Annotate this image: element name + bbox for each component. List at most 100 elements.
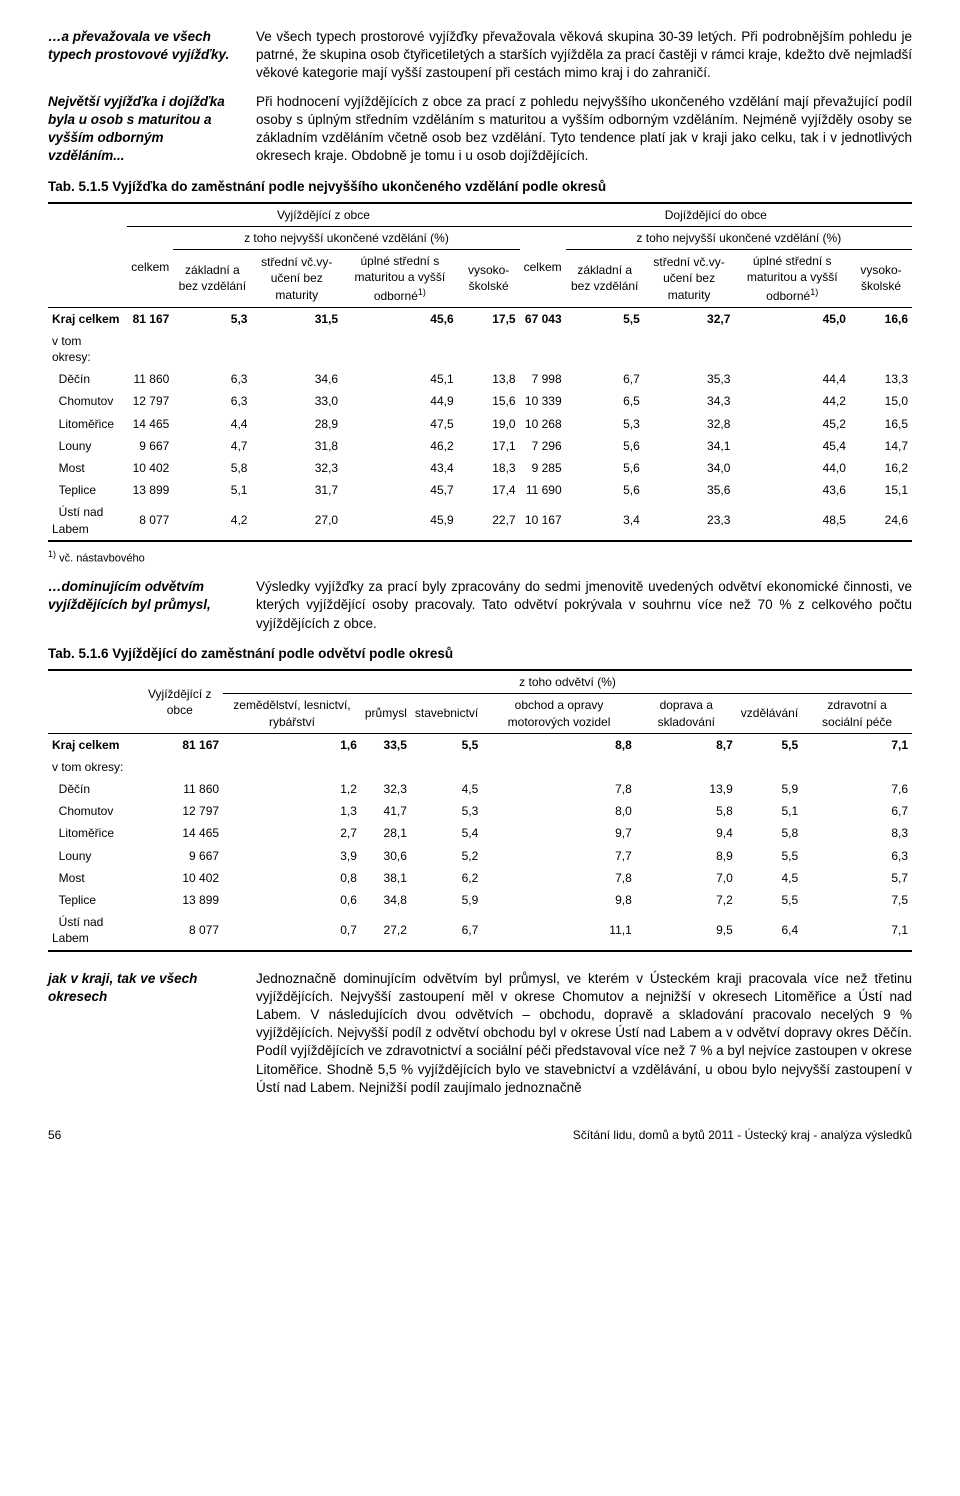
cell: 5,5	[737, 845, 802, 867]
cell	[644, 330, 735, 368]
paragraph-1: Ve všech typech prostorové vyjížďky přev…	[256, 28, 912, 83]
cell: 8,8	[482, 733, 636, 756]
cell: 5,9	[411, 889, 482, 911]
table-515: Vyjíždějící z obce Dojíždějící do obce c…	[48, 202, 912, 542]
cell	[127, 330, 173, 368]
cell: 7,1	[802, 911, 912, 950]
cell: 7,8	[482, 778, 636, 800]
cell: 5,1	[173, 479, 251, 501]
cell	[566, 330, 644, 368]
cell	[173, 330, 251, 368]
cell: 33,0	[251, 390, 342, 412]
cell: 7,6	[802, 778, 912, 800]
th-group-in: Dojíždějící do obce	[520, 203, 912, 227]
th-stav: stavebnictví	[411, 694, 482, 733]
cell: 34,8	[361, 889, 411, 911]
row-label: Chomutov	[48, 390, 127, 412]
cell	[636, 756, 737, 778]
table-516-title: Tab. 5.1.6 Vyjíždějící do zaměstnání pod…	[48, 645, 912, 663]
cell: 34,3	[644, 390, 735, 412]
cell: 10 339	[520, 390, 566, 412]
cell: 6,3	[173, 390, 251, 412]
cell: 45,4	[734, 435, 850, 457]
cell	[458, 330, 520, 368]
cell	[411, 756, 482, 778]
cell: 13,8	[458, 368, 520, 390]
cell: 6,5	[566, 390, 644, 412]
cell: 33,5	[361, 733, 411, 756]
cell: 10 402	[136, 867, 223, 889]
cell: 7,2	[636, 889, 737, 911]
cell: 1,6	[223, 733, 361, 756]
th-celkem-2: celkem	[520, 226, 566, 307]
cell: 5,8	[737, 822, 802, 844]
cell: 11 860	[136, 778, 223, 800]
th-dopr: doprava a skladování	[636, 694, 737, 733]
cell: 5,3	[566, 413, 644, 435]
cell: 34,1	[644, 435, 735, 457]
cell: 28,1	[361, 822, 411, 844]
cell: 5,8	[636, 800, 737, 822]
cell: 41,7	[361, 800, 411, 822]
cell: 47,5	[342, 413, 458, 435]
cell: 14,7	[850, 435, 912, 457]
cell: 31,5	[251, 307, 342, 330]
cell: 5,7	[802, 867, 912, 889]
cell: 5,3	[173, 307, 251, 330]
cell: 6,2	[411, 867, 482, 889]
th-sub-1: z toho nejvyšší ukončené vzdělání (%)	[173, 226, 519, 249]
cell: 0,6	[223, 889, 361, 911]
th-upl-2: úplné střední s maturitou a vyšší odborn…	[734, 250, 850, 308]
cell: 8 077	[127, 501, 173, 540]
row-label: Děčín	[48, 778, 136, 800]
cell: 17,5	[458, 307, 520, 330]
cell: 3,9	[223, 845, 361, 867]
cell: 31,8	[251, 435, 342, 457]
cell: 5,8	[173, 457, 251, 479]
cell	[734, 330, 850, 368]
th-str-1: střední vč.vy-učení bez maturity	[251, 250, 342, 308]
cell: 5,3	[411, 800, 482, 822]
cell: 0,7	[223, 911, 361, 950]
side-note-1: …a převažovala ve všech typech prostovov…	[48, 28, 238, 83]
cell: 6,7	[566, 368, 644, 390]
th-zem: zemědělství, lesnictví, rybářství	[223, 694, 361, 733]
cell: 24,6	[850, 501, 912, 540]
cell: 28,9	[251, 413, 342, 435]
side-note-2: Největší vyjížďka i dojížďka byla u osob…	[48, 93, 238, 166]
cell: 35,6	[644, 479, 735, 501]
cell: 13,3	[850, 368, 912, 390]
cell: 10 167	[520, 501, 566, 540]
cell: 18,3	[458, 457, 520, 479]
row-label: Most	[48, 457, 127, 479]
row-label: v tom okresy:	[48, 756, 136, 778]
cell: 7 998	[520, 368, 566, 390]
cell: 15,1	[850, 479, 912, 501]
paragraph-4: Jednoznačně dominujícím odvětvím byl prů…	[256, 970, 912, 1098]
cell: 45,6	[342, 307, 458, 330]
side-note-4: jak v kraji, tak ve všech okresech	[48, 970, 238, 1098]
cell: 44,2	[734, 390, 850, 412]
th-group-out: Vyjíždějící z obce	[127, 203, 519, 227]
cell: 44,9	[342, 390, 458, 412]
table-516: Vyjíždějící z obce z toho odvětví (%) ze…	[48, 669, 912, 951]
th-vys-2: vysoko-školské	[850, 250, 912, 308]
th-headgroup: z toho odvětví (%)	[223, 670, 912, 694]
table-515-title: Tab. 5.1.5 Vyjížďka do zaměstnání podle …	[48, 178, 912, 196]
cell: 8,3	[802, 822, 912, 844]
cell: 14 465	[127, 413, 173, 435]
cell: 6,3	[802, 845, 912, 867]
cell	[136, 756, 223, 778]
cell: 9,7	[482, 822, 636, 844]
cell: 4,5	[411, 778, 482, 800]
cell: 8,7	[636, 733, 737, 756]
paragraph-3: Výsledky vyjížďky za prací byly zpracová…	[256, 578, 912, 633]
cell: 45,7	[342, 479, 458, 501]
th-prum: průmysl	[361, 694, 411, 733]
cell: 8,0	[482, 800, 636, 822]
cell: 11,1	[482, 911, 636, 950]
cell: 10 268	[520, 413, 566, 435]
cell: 5,9	[737, 778, 802, 800]
cell	[342, 330, 458, 368]
cell: 11 860	[127, 368, 173, 390]
